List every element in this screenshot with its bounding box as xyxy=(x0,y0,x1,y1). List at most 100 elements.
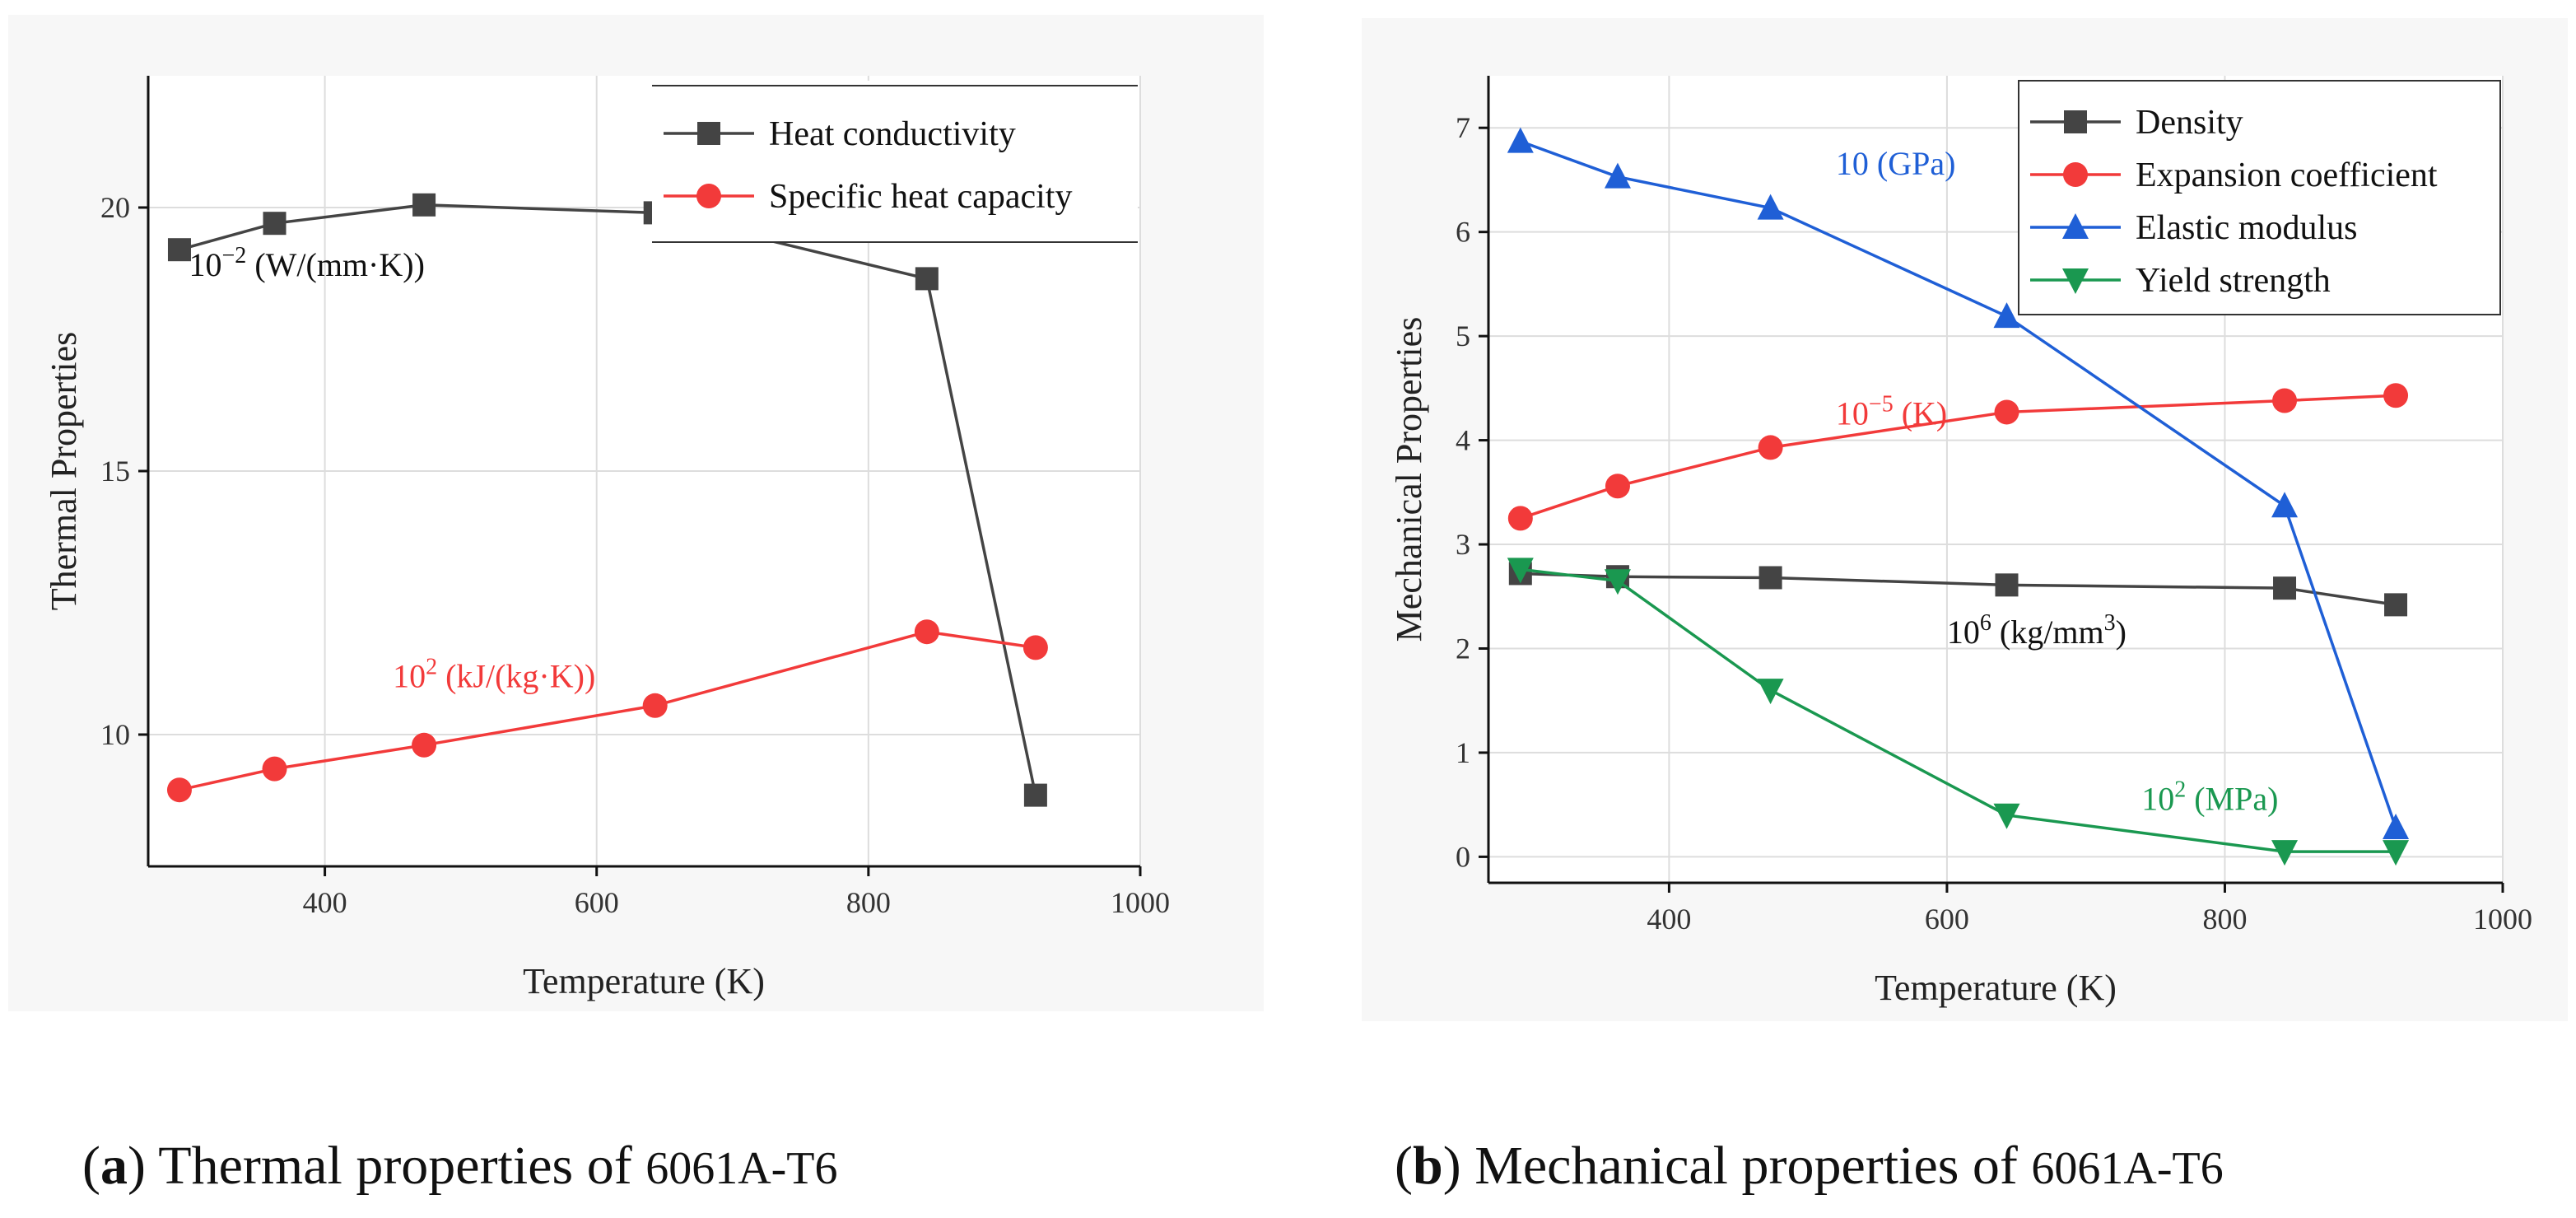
x-tick-label: 600 xyxy=(1925,903,1969,936)
legend-box xyxy=(652,81,1138,242)
yield-strength-point xyxy=(2383,840,2410,866)
y-tick-label: 5 xyxy=(1456,320,1470,352)
x-tick-label: 600 xyxy=(575,886,619,919)
caption-b-text: Mechanical properties of xyxy=(1461,1136,2032,1196)
expansion-coefficient-point xyxy=(2272,388,2298,413)
y-tick-label: 1 xyxy=(1456,736,1470,769)
legend-swatch-marker xyxy=(2062,268,2089,294)
elastic-modulus-point xyxy=(1507,127,1534,153)
unit-annotation: 10 (GPa) xyxy=(1836,145,1956,182)
unit-annotation: 10−2 (W/(mm·K)) xyxy=(189,243,425,283)
legend-entry: Specific heat capacity xyxy=(769,178,1072,216)
density-line xyxy=(1520,572,2397,607)
elastic-modulus-line xyxy=(1520,140,2397,828)
specific-heat-capacity-line xyxy=(179,630,1036,791)
yield-strength-point xyxy=(1604,569,1631,595)
yield-strength-line xyxy=(1520,567,2397,853)
x-tick-label: 400 xyxy=(303,886,347,919)
chart-a-x-axis-label: Temperature (K) xyxy=(523,961,765,1001)
expansion-coefficient-line xyxy=(1520,394,2397,520)
y-tick-label: 4 xyxy=(1456,424,1470,457)
x-tick-label: 400 xyxy=(1647,903,1691,936)
chart-b-series xyxy=(1507,127,2410,866)
expansion-coefficient-point xyxy=(1507,506,1533,531)
legend-entry: Elastic modulus xyxy=(2136,209,2357,247)
legend-swatch-marker xyxy=(697,122,720,145)
legend-entry: Yield strength xyxy=(2136,262,2331,300)
density-point xyxy=(2384,593,2408,617)
unit-annotation: 10−5 (K) xyxy=(1836,392,1947,432)
x-tick-label: 1000 xyxy=(2473,903,2532,936)
y-tick-label: 6 xyxy=(1456,216,1470,249)
heat-conductivity-point xyxy=(412,193,436,217)
y-tick-label: 0 xyxy=(1456,840,1470,873)
yield-strength-point xyxy=(2271,840,2299,866)
x-tick-label: 800 xyxy=(2202,903,2247,936)
legend-swatch-marker xyxy=(2062,213,2089,239)
chart-a-annotations: 10−2 (W/(mm·K)) 102 (kJ/(kg·K)) xyxy=(189,243,596,694)
y-tick-label: 10 xyxy=(100,718,130,751)
y-tick-label: 7 xyxy=(1456,111,1470,144)
elastic-modulus-point xyxy=(2271,492,2299,518)
legend-swatch-marker xyxy=(696,184,721,208)
caption-b-material: 6061A-T6 xyxy=(2031,1143,2223,1194)
legend-entry: Heat conductivity xyxy=(769,115,1016,153)
specific-heat-capacity-point xyxy=(262,756,287,782)
heat-conductivity-point xyxy=(167,238,191,262)
caption-a: (a) Thermal properties of 6061A-T6 xyxy=(82,1136,838,1196)
caption-b: (b) Mechanical properties of 6061A-T6 xyxy=(1395,1136,2224,1196)
unit-annotation: 102 (kJ/(kg·K)) xyxy=(393,654,595,694)
thermal-properties-figure: 400 600 800 1000 10 15 20 10−2 (W/(mm·K)) 102 (… xyxy=(44,76,1170,1196)
density-point xyxy=(2273,576,2297,600)
specific-heat-capacity-point xyxy=(914,619,939,645)
chart-a-ticks: 400 600 800 1000 10 15 20 xyxy=(100,191,1170,919)
specific-heat-capacity-point xyxy=(642,693,668,718)
density-point xyxy=(1758,566,1782,590)
legend-box xyxy=(2018,80,2501,315)
heat-conductivity-line xyxy=(179,203,1037,796)
elastic-modulus-point xyxy=(1604,162,1631,189)
chart-a-y-axis-label: Thermal Properties xyxy=(44,332,84,610)
legend-swatch-marker xyxy=(2064,110,2087,133)
chart-b-y-axis-label: Mechanical Properties xyxy=(1389,317,1429,642)
legend-entry: Expansion coefficient xyxy=(2136,156,2438,194)
caption-b-label: b xyxy=(1413,1136,1443,1196)
expansion-coefficient-point xyxy=(1605,474,1630,499)
yield-strength-point xyxy=(1993,803,2020,829)
y-tick-label: 3 xyxy=(1456,528,1470,561)
chart-b-x-axis-label: Temperature (K) xyxy=(1875,968,2117,1008)
unit-annotation: 106 (kg/mm3) xyxy=(1947,610,2126,651)
chart-b-legend: Density Expansion coefficient Elastic modu… xyxy=(2018,80,2501,315)
yield-strength-point xyxy=(1507,558,1534,584)
specific-heat-capacity-point xyxy=(166,777,192,803)
legend-swatch-marker xyxy=(2063,162,2088,187)
expansion-coefficient-point xyxy=(2383,383,2409,408)
specific-heat-capacity-point xyxy=(1022,635,1048,660)
y-tick-label: 15 xyxy=(100,455,130,488)
heat-conductivity-point xyxy=(915,267,939,291)
chart-a-legend: Heat conductivity Specific heat capacity xyxy=(652,81,1138,243)
x-tick-label: 800 xyxy=(846,886,891,919)
y-tick-label: 2 xyxy=(1456,632,1470,665)
specific-heat-capacity-point xyxy=(412,732,437,758)
elastic-modulus-point xyxy=(1757,194,1784,220)
caption-a-text: Thermal properties of xyxy=(146,1136,645,1196)
expansion-coefficient-point xyxy=(1994,399,2019,425)
elastic-modulus-point xyxy=(1993,302,2020,329)
x-tick-label: 1000 xyxy=(1111,886,1170,919)
chart-b-ticks: 400 600 800 1000 0 1 2 3 4 5 6 7 xyxy=(1456,111,2532,936)
unit-annotation: 102 (MPa) xyxy=(2141,777,2278,817)
chart-b-annotations: 10 (GPa) 10−5 (K) 106 (kg/mm3) 102 (MPa) xyxy=(1836,145,2279,817)
caption-a-material: 6061A-T6 xyxy=(645,1143,837,1194)
y-tick-label: 20 xyxy=(100,191,130,224)
legend-entry: Density xyxy=(2136,104,2243,142)
yield-strength-point xyxy=(1757,679,1784,705)
density-point xyxy=(1995,573,2019,597)
heat-conductivity-point xyxy=(263,212,286,236)
caption-a-label: a xyxy=(100,1136,128,1196)
chart-a-series xyxy=(166,193,1048,807)
elastic-modulus-point xyxy=(2383,813,2410,839)
heat-conductivity-point xyxy=(1023,783,1047,807)
expansion-coefficient-point xyxy=(1758,435,1783,460)
